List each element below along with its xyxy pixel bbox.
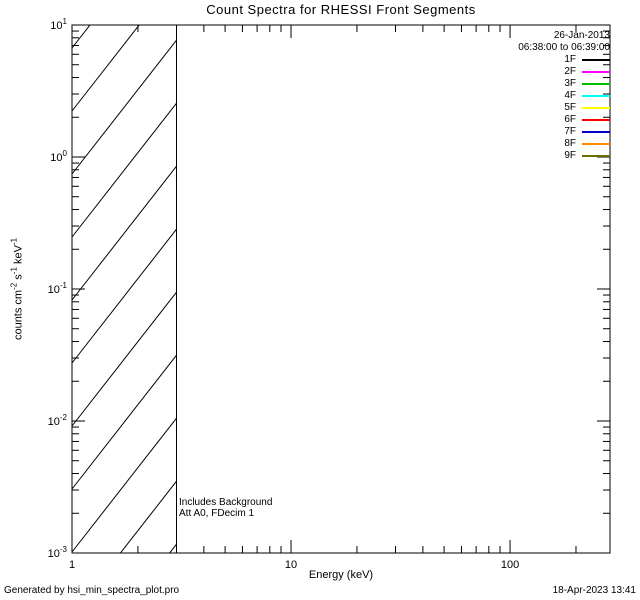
legend-entry: 3F xyxy=(518,78,610,90)
legend-color-line xyxy=(582,155,610,157)
hatched-region xyxy=(72,25,177,553)
legend-entry: 5F xyxy=(518,102,610,114)
legend-entries: 1F 2F 3F 4F 5F 6F 7F 8F 9F xyxy=(518,54,610,162)
legend-color-line xyxy=(582,119,610,121)
legend-color-line xyxy=(582,143,610,145)
svg-text:10-3: 10-3 xyxy=(48,545,68,560)
annotation-attenuator-state: Att A0, FDecim 1 xyxy=(179,508,255,519)
y-tick-labels: 10-3 10-2 10-1 100 101 xyxy=(48,17,68,560)
svg-text:101: 101 xyxy=(50,17,67,32)
svg-text:10-2: 10-2 xyxy=(48,413,68,428)
chart-title: Count Spectra for RHESSI Front Segments xyxy=(206,2,476,17)
legend-label: 2F xyxy=(564,66,576,77)
legend-entry: 9F xyxy=(518,150,610,162)
svg-text:10-1: 10-1 xyxy=(48,281,68,296)
legend-entry: 2F xyxy=(518,66,610,78)
legend-color-line xyxy=(582,131,610,133)
legend-entry: 1F xyxy=(518,54,610,66)
axis-ticks xyxy=(71,24,610,554)
legend-label: 4F xyxy=(564,90,576,101)
legend: 26-Jan-2013 06:38:00 to 06:39:00 1F 2F 3F 4… xyxy=(518,30,610,162)
legend-color-line xyxy=(582,71,610,73)
legend-color-line xyxy=(582,83,610,85)
y-axis-label: counts cm-2 s-1 keV-1 xyxy=(9,237,25,341)
legend-entry: 7F xyxy=(518,126,610,138)
legend-color-line xyxy=(582,95,610,97)
svg-text:100: 100 xyxy=(50,149,67,164)
legend-label: 5F xyxy=(564,102,576,113)
legend-label: 1F xyxy=(564,54,576,65)
legend-label: 9F xyxy=(564,150,576,161)
svg-text:100: 100 xyxy=(501,559,519,571)
legend-date: 26-Jan-2013 xyxy=(553,30,610,41)
legend-label: 6F xyxy=(564,114,576,125)
footer-generated-by: Generated by hsi_min_spectra_plot.pro xyxy=(4,585,180,596)
legend-label: 3F xyxy=(564,78,576,89)
legend-entry: 6F xyxy=(518,114,610,126)
footer-timestamp: 18-Apr-2023 13:41 xyxy=(552,585,636,596)
legend-label: 8F xyxy=(564,138,576,149)
x-tick-labels: 1 10 100 xyxy=(69,559,519,571)
legend-label: 7F xyxy=(564,126,576,137)
svg-text:1: 1 xyxy=(69,559,75,571)
legend-entry: 8F xyxy=(518,138,610,150)
svg-text:10: 10 xyxy=(285,559,297,571)
legend-color-line xyxy=(582,107,610,109)
legend-entry: 4F xyxy=(518,90,610,102)
annotation-includes-background: Includes Background xyxy=(179,497,273,508)
x-axis-label: Energy (keV) xyxy=(308,569,374,581)
legend-color-line xyxy=(582,59,610,61)
legend-time-range: 06:38:00 to 06:39:00 xyxy=(518,42,610,53)
